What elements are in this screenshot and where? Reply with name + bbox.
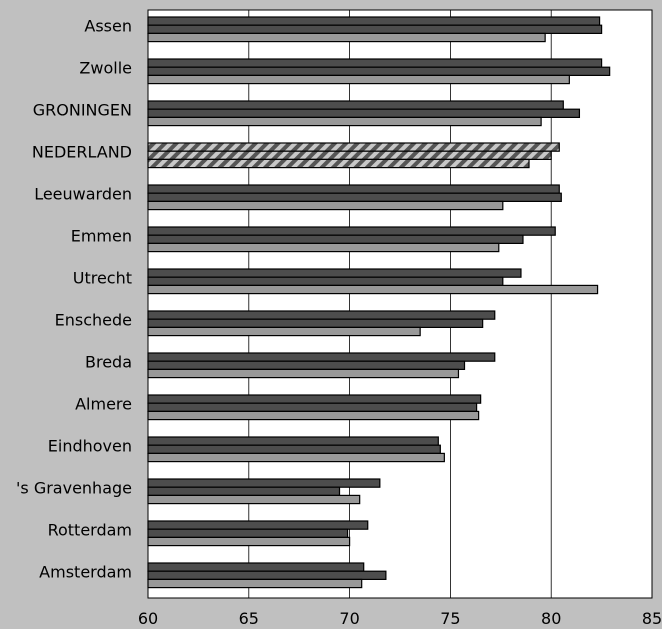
bar-leeuwarden-series-2 — [147, 192, 562, 202]
bar-emmen-series-3 — [147, 242, 500, 253]
bar-rotterdam-series-1 — [147, 520, 369, 530]
bar-emmen-series-2 — [147, 234, 524, 244]
category-label: Leeuwarden — [34, 185, 132, 204]
bar-leeuwarden-series-1 — [147, 184, 560, 194]
bar-enschede-series-1 — [147, 310, 496, 320]
bar-utrecht-series-1 — [147, 268, 522, 278]
x-tick-label: 60 — [138, 609, 158, 628]
bar-assen-series-2 — [147, 24, 603, 35]
plot-area — [147, 9, 653, 599]
x-tick-label: 85 — [642, 609, 662, 628]
category-label: Amsterdam — [39, 563, 132, 582]
bar-nederland-series-3 — [147, 158, 530, 169]
x-tick-label: 70 — [339, 609, 359, 628]
bar-enschede-series-2 — [147, 318, 484, 329]
bar-assen-series-1 — [147, 16, 601, 26]
x-tick-label: 80 — [541, 609, 561, 628]
bar-utrecht-series-3 — [147, 284, 599, 295]
bar-almere-series-3 — [147, 410, 480, 421]
category-label: Eindhoven — [48, 437, 132, 456]
bar--s-gravenhage-series-2 — [147, 486, 341, 497]
category-label: Enschede — [55, 311, 132, 330]
category-label: Almere — [75, 395, 132, 414]
bar-zwolle-series-2 — [147, 66, 611, 76]
bar-nederland-series-1 — [147, 142, 560, 152]
bar-groningen-series-2 — [147, 108, 581, 118]
bar--s-gravenhage-series-3 — [147, 494, 361, 505]
category-label: Utrecht — [73, 269, 132, 288]
x-tick-label: 65 — [239, 609, 259, 628]
bars — [147, 16, 611, 589]
tick-labels: 60 65 70 75 80 85 — [138, 609, 662, 628]
bar-groningen-series-3 — [147, 116, 542, 127]
bar-breda-series-3 — [147, 368, 460, 379]
bar-almere-series-1 — [147, 394, 482, 404]
bar-assen-series-3 — [147, 32, 546, 43]
bar-breda-series-1 — [147, 352, 496, 362]
bar-amsterdam-series-2 — [147, 570, 387, 581]
bar-amsterdam-series-1 — [147, 562, 365, 572]
bar-almere-series-2 — [147, 402, 478, 413]
bar-rotterdam-series-3 — [147, 536, 351, 547]
bar-enschede-series-3 — [147, 326, 421, 337]
bar-zwolle-series-3 — [147, 74, 570, 85]
bar-groningen-series-1 — [147, 100, 564, 110]
bar-amsterdam-series-3 — [147, 578, 363, 589]
bar-eindhoven-series-2 — [147, 444, 441, 455]
bar-emmen-series-1 — [147, 226, 556, 236]
x-tick-label: 75 — [440, 609, 460, 628]
bar-rotterdam-series-2 — [147, 528, 349, 539]
bar-eindhoven-series-3 — [147, 452, 445, 463]
category-label: Emmen — [71, 227, 132, 246]
category-labels: Assen Zwolle GRONINGEN NEDERLAND Leeuwarden E… — [16, 17, 132, 582]
bar-eindhoven-series-1 — [147, 436, 439, 446]
bar-utrecht-series-2 — [147, 276, 504, 287]
bar-leeuwarden-series-3 — [147, 200, 504, 211]
category-label: Zwolle — [79, 59, 132, 78]
bar-nederland-series-2 — [147, 150, 552, 160]
category-label: Assen — [84, 17, 132, 36]
bar-zwolle-series-1 — [147, 58, 603, 68]
category-label: Breda — [85, 353, 132, 372]
category-label: GRONINGEN — [33, 101, 132, 120]
category-label: Rotterdam — [48, 521, 132, 540]
bar-breda-series-2 — [147, 360, 466, 371]
category-label: 's Gravenhage — [16, 479, 132, 498]
category-label: NEDERLAND — [32, 143, 132, 162]
bar--s-gravenhage-series-1 — [147, 478, 381, 488]
